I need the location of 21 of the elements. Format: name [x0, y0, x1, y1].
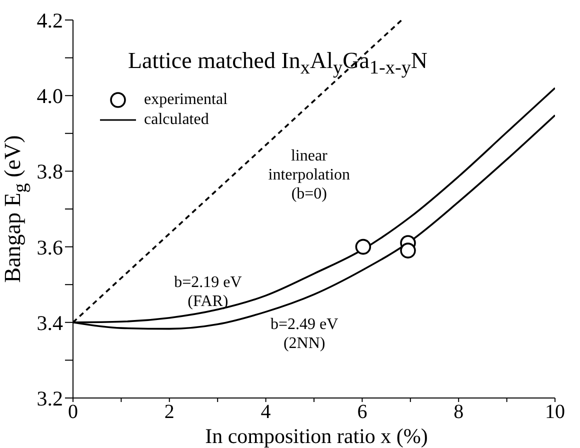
text: Lattice matched In$_{x}$Al$_{y}$Ga$_{1-x-y}$N — [128, 48, 428, 80]
point — [400, 242, 416, 258]
x-tick-label: 8 — [454, 401, 464, 424]
legend-label: calculated — [144, 110, 209, 130]
annotation: linear interpolation (b=0) — [267, 146, 352, 204]
x-tick-label: 6 — [357, 401, 368, 424]
y-tick-label: 4.2 — [36, 8, 63, 32]
x-tick-label: 0 — [68, 401, 78, 424]
y-tick-label: 3.4 — [36, 310, 64, 335]
x-tick-label: 2 — [164, 401, 174, 424]
x-tick-label: 10 — [545, 401, 565, 424]
y-tick-label: 3.8 — [36, 160, 63, 184]
annotation: b=2.49 eV (2NN) — [270, 314, 340, 353]
y-tick-label: 3.2 — [36, 386, 63, 410]
x-tick-label: 4 — [260, 401, 271, 424]
point — [355, 238, 372, 255]
x-axis-title: In composition ratio x (%) — [204, 424, 429, 448]
y-tick-label: 4.0 — [36, 84, 63, 108]
y-tick-label: 3.6 — [36, 235, 63, 260]
annotation: b=2.19 eV (FAR) — [173, 273, 243, 312]
legend-label: experimental — [144, 90, 228, 110]
